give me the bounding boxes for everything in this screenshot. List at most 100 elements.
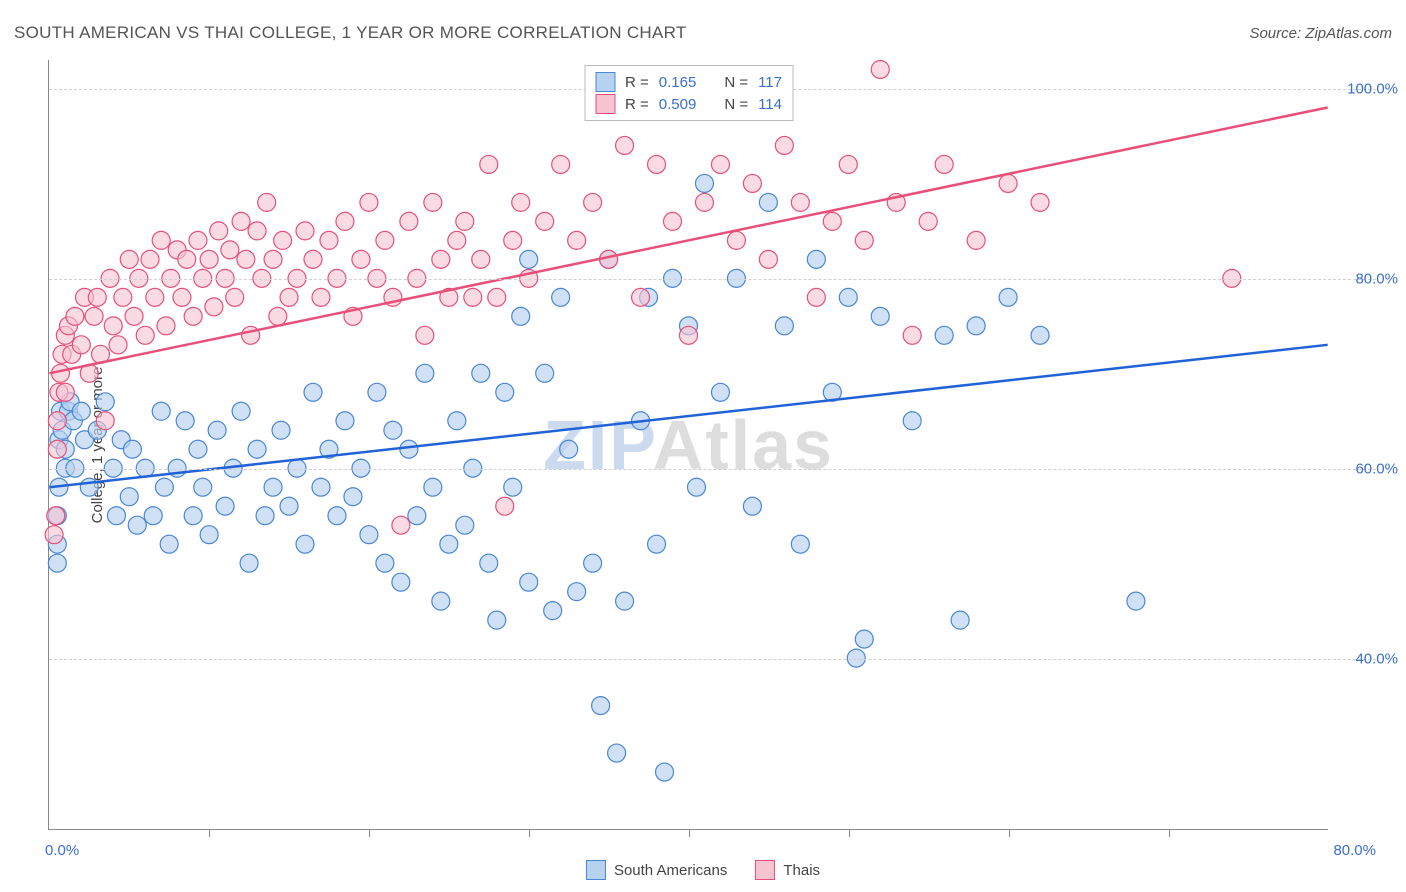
scatter-point bbox=[296, 222, 314, 240]
scatter-point bbox=[552, 288, 570, 306]
xtick bbox=[689, 829, 690, 837]
scatter-point bbox=[272, 421, 290, 439]
scatter-point bbox=[456, 212, 474, 230]
scatter-point bbox=[472, 364, 490, 382]
xaxis-max-label: 80.0% bbox=[1333, 842, 1376, 859]
scatter-point bbox=[807, 250, 825, 268]
scatter-point bbox=[237, 250, 255, 268]
scatter-point bbox=[176, 412, 194, 430]
scatter-point bbox=[264, 478, 282, 496]
scatter-point bbox=[711, 383, 729, 401]
scatter-point bbox=[432, 250, 450, 268]
scatter-point bbox=[269, 307, 287, 325]
scatter-point bbox=[775, 136, 793, 154]
legend-item: Thais bbox=[755, 860, 820, 880]
ytick-label: 40.0% bbox=[1355, 650, 1398, 667]
scatter-point bbox=[480, 554, 498, 572]
scatter-point bbox=[480, 155, 498, 173]
scatter-point bbox=[336, 212, 354, 230]
scatter-point bbox=[544, 602, 562, 620]
scatter-point bbox=[424, 478, 442, 496]
xtick bbox=[1169, 829, 1170, 837]
scatter-point bbox=[416, 326, 434, 344]
series-legend: South Americans Thais bbox=[586, 860, 820, 880]
scatter-point bbox=[392, 516, 410, 534]
scatter-point bbox=[248, 440, 266, 458]
scatter-point bbox=[376, 231, 394, 249]
scatter-point bbox=[47, 507, 65, 525]
scatter-point bbox=[123, 440, 141, 458]
scatter-point bbox=[520, 573, 538, 591]
scatter-point bbox=[368, 383, 386, 401]
scatter-point bbox=[855, 630, 873, 648]
scatter-point bbox=[1031, 193, 1049, 211]
scatter-point bbox=[48, 440, 66, 458]
scatter-point bbox=[504, 231, 522, 249]
gridline bbox=[49, 279, 1376, 280]
scatter-point bbox=[72, 402, 90, 420]
scatter-point bbox=[568, 583, 586, 601]
scatter-point bbox=[248, 222, 266, 240]
scatter-point bbox=[200, 526, 218, 544]
legend-swatch-pink bbox=[755, 860, 775, 880]
scatter-point bbox=[240, 554, 258, 572]
scatter-point bbox=[120, 250, 138, 268]
scatter-point bbox=[96, 393, 114, 411]
scatter-point bbox=[320, 231, 338, 249]
scatter-point bbox=[608, 744, 626, 762]
scatter-point bbox=[488, 288, 506, 306]
scatter-point bbox=[400, 212, 418, 230]
scatter-point bbox=[104, 317, 122, 335]
scatter-point bbox=[560, 440, 578, 458]
scatter-point bbox=[472, 250, 490, 268]
legend-swatch-blue bbox=[586, 860, 606, 880]
legend-row: R = 0.165 N = 117 bbox=[595, 72, 782, 92]
n-label: N = bbox=[724, 96, 748, 113]
scatter-point bbox=[488, 611, 506, 629]
scatter-point bbox=[504, 478, 522, 496]
scatter-point bbox=[274, 231, 292, 249]
scatter-point bbox=[352, 250, 370, 268]
scatter-point bbox=[688, 478, 706, 496]
scatter-point bbox=[328, 507, 346, 525]
scatter-point bbox=[935, 326, 953, 344]
scatter-point bbox=[155, 478, 173, 496]
scatter-point bbox=[96, 412, 114, 430]
scatter-point bbox=[120, 488, 138, 506]
xtick bbox=[1009, 829, 1010, 837]
scatter-point bbox=[56, 383, 74, 401]
scatter-point bbox=[935, 155, 953, 173]
ytick-label: 60.0% bbox=[1355, 460, 1398, 477]
scatter-point bbox=[210, 222, 228, 240]
xtick bbox=[529, 829, 530, 837]
scatter-point bbox=[616, 592, 634, 610]
scatter-point bbox=[791, 193, 809, 211]
scatter-point bbox=[496, 497, 514, 515]
scatter-point bbox=[1127, 592, 1145, 610]
legend-row: R = 0.509 N = 114 bbox=[595, 94, 782, 114]
scatter-point bbox=[88, 288, 106, 306]
scatter-point bbox=[1031, 326, 1049, 344]
scatter-point bbox=[967, 231, 985, 249]
scatter-point bbox=[775, 317, 793, 335]
scatter-point bbox=[496, 383, 514, 401]
legend-swatch-pink bbox=[595, 94, 615, 114]
scatter-point bbox=[791, 535, 809, 553]
scatter-point bbox=[743, 174, 761, 192]
scatter-point bbox=[48, 554, 66, 572]
scatter-point bbox=[520, 250, 538, 268]
scatter-point bbox=[360, 526, 378, 544]
scatter-point bbox=[184, 307, 202, 325]
scatter-point bbox=[189, 231, 207, 249]
scatter-point bbox=[107, 507, 125, 525]
scatter-point bbox=[136, 326, 154, 344]
scatter-point bbox=[967, 317, 985, 335]
scatter-point bbox=[456, 516, 474, 534]
scatter-point bbox=[759, 193, 777, 211]
scatter-point bbox=[648, 155, 666, 173]
scatter-point bbox=[448, 231, 466, 249]
chart-title: SOUTH AMERICAN VS THAI COLLEGE, 1 YEAR O… bbox=[14, 23, 687, 43]
legend-label: Thais bbox=[783, 862, 820, 879]
scatter-point bbox=[839, 155, 857, 173]
scatter-point bbox=[304, 383, 322, 401]
